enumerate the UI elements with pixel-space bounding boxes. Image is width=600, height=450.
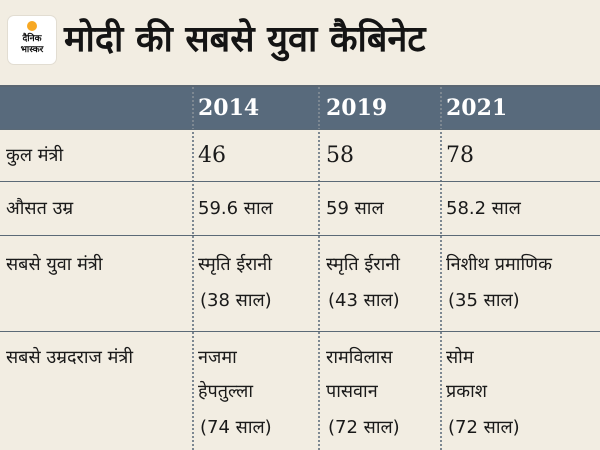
row-divider xyxy=(0,235,600,236)
table-header-bar xyxy=(0,87,600,129)
row-divider xyxy=(0,181,600,182)
row-label-oldest-minister: सबसे उम्रदराज मंत्री xyxy=(6,347,133,368)
column-divider xyxy=(192,87,194,450)
dainik-bhaskar-logo: दैनिक भास्कर xyxy=(8,16,56,64)
table-cell: 59 साल xyxy=(326,198,384,219)
header-divider xyxy=(0,85,600,87)
table-cell: 46 xyxy=(198,143,226,168)
column-header-2014: 2014 xyxy=(198,95,260,121)
row-divider xyxy=(0,331,600,332)
table-cell: (43 साल) xyxy=(328,290,400,311)
table-cell: रामविलास xyxy=(326,347,393,368)
row-label-total-ministers: कुल मंत्री xyxy=(6,145,64,166)
table-cell: हेपतुल्ला xyxy=(198,381,254,402)
column-divider xyxy=(318,87,320,450)
table-cell: 78 xyxy=(446,143,474,168)
table-cell: निशीथ प्रमाणिक xyxy=(446,254,552,275)
column-header-2021: 2021 xyxy=(446,95,508,121)
row-label-average-age: औसत उम्र xyxy=(6,198,74,219)
row-label-youngest-minister: सबसे युवा मंत्री xyxy=(6,254,103,275)
page-title: मोदी की सबसे युवा कैबिनेट xyxy=(64,19,426,60)
logo-text-line2: भास्कर xyxy=(20,45,44,55)
table-cell: स्मृति ईरानी xyxy=(198,254,272,275)
page-header: दैनिक भास्कर मोदी की सबसे युवा कैबिनेट xyxy=(0,0,600,86)
table-cell: (72 साल) xyxy=(328,417,400,438)
table-cell: पासवान xyxy=(326,381,378,402)
table-cell: स्मृति ईरानी xyxy=(326,254,400,275)
table-cell: सोम xyxy=(446,347,474,368)
table-cell: 59.6 साल xyxy=(198,198,273,219)
row-divider xyxy=(0,129,600,130)
column-header-2019: 2019 xyxy=(326,95,388,121)
table-cell: (74 साल) xyxy=(200,417,272,438)
table-cell: नजमा xyxy=(198,347,237,368)
logo-text-line1: दैनिक xyxy=(22,34,42,44)
sun-icon xyxy=(27,21,37,31)
table-cell: 58 xyxy=(326,143,354,168)
column-divider xyxy=(440,87,442,450)
table-cell: (35 साल) xyxy=(448,290,520,311)
logo-text: दैनिक भास्कर xyxy=(8,34,56,56)
table-cell: 58.2 साल xyxy=(446,198,521,219)
table-cell: प्रकाश xyxy=(446,381,487,402)
table-cell: (72 साल) xyxy=(448,417,520,438)
table-cell: (38 साल) xyxy=(200,290,272,311)
